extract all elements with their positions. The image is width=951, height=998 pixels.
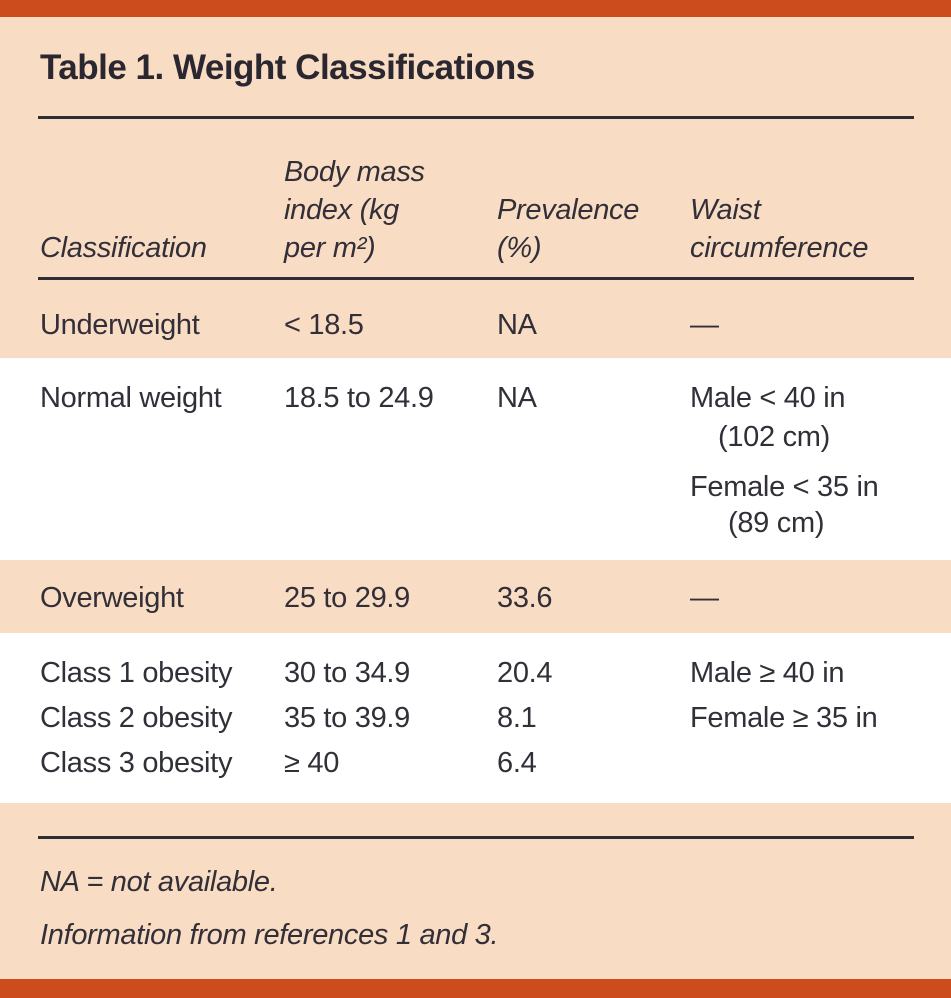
footnote-rule xyxy=(38,836,914,839)
cell-waist-female-metric: (89 cm) xyxy=(728,507,825,539)
cell-prevalence: 6.4 xyxy=(497,747,537,779)
cell-bmi: 35 to 39.9 xyxy=(284,702,410,734)
cell-waist: Female ≥ 35 in xyxy=(690,702,878,734)
cell-bmi: < 18.5 xyxy=(284,309,364,341)
column-header-classification: Classification xyxy=(40,229,207,267)
footnote-source: Information from references 1 and 3. xyxy=(40,919,499,951)
cell-prevalence: NA xyxy=(497,309,537,341)
cell-bmi: 30 to 34.9 xyxy=(284,657,410,689)
cell-classification: Class 3 obesity xyxy=(40,747,233,779)
cell-classification: Normal weight xyxy=(40,382,222,414)
cell-prevalence: 20.4 xyxy=(497,657,553,689)
column-header-prevalence: Prevalence (%) xyxy=(497,191,639,267)
cell-classification: Overweight xyxy=(40,582,184,614)
table-title: Table 1. Weight Classifications xyxy=(40,48,535,87)
column-header-line: index (kg xyxy=(284,194,399,226)
overweight-row-band xyxy=(0,560,951,633)
footnote-na: NA = not available. xyxy=(40,866,278,898)
footnote-band xyxy=(0,803,951,979)
title-header-band xyxy=(0,17,951,358)
column-header-line: per m²) xyxy=(284,232,376,264)
column-header-bmi: Body mass index (kg per m²) xyxy=(284,153,425,267)
cell-waist-female: Female < 35 in xyxy=(690,471,879,503)
cell-waist: — xyxy=(690,309,719,341)
column-header-line: (%) xyxy=(497,232,542,264)
column-header-line: Body mass xyxy=(284,156,425,188)
cell-waist: — xyxy=(690,582,719,614)
cell-waist-male-metric: (102 cm) xyxy=(718,421,831,453)
column-header-line: Waist xyxy=(690,194,761,226)
header-rule xyxy=(38,277,914,280)
cell-prevalence: NA xyxy=(497,382,537,414)
cell-bmi: 25 to 29.9 xyxy=(284,582,410,614)
column-header-line: Classification xyxy=(40,232,207,264)
cell-waist: Male ≥ 40 in xyxy=(690,657,845,689)
cell-waist-male: Male < 40 in xyxy=(690,382,846,414)
bottom-accent-bar xyxy=(0,979,951,998)
column-header-line: Prevalence xyxy=(497,194,640,226)
cell-bmi: ≥ 40 xyxy=(284,747,340,779)
cell-prevalence: 33.6 xyxy=(497,582,553,614)
cell-classification: Class 1 obesity xyxy=(40,657,233,689)
cell-prevalence: 8.1 xyxy=(497,702,537,734)
title-rule xyxy=(38,116,914,119)
column-header-waist: Waist circumference xyxy=(690,191,869,267)
top-accent-bar xyxy=(0,0,951,17)
column-header-line: circumference xyxy=(690,232,869,264)
cell-bmi: 18.5 to 24.9 xyxy=(284,382,434,414)
cell-classification: Underweight xyxy=(40,309,200,341)
cell-classification: Class 2 obesity xyxy=(40,702,233,734)
